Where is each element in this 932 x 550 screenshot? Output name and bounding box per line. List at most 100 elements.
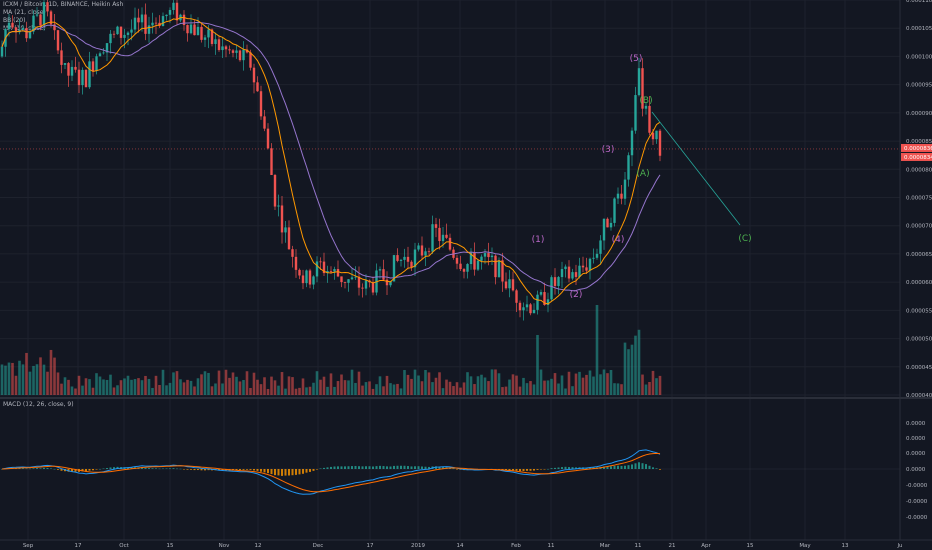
volume-bar — [245, 371, 249, 395]
macd-histogram-bar — [274, 469, 276, 476]
candle-body — [602, 218, 606, 241]
macd-histogram-bar — [50, 468, 52, 469]
volume-bar — [60, 383, 63, 395]
macd-histogram-bar — [270, 469, 273, 475]
volume-bar — [441, 388, 445, 395]
volume-bar — [529, 381, 532, 395]
volume-bar — [462, 382, 466, 395]
macd-histogram-bar — [333, 466, 336, 469]
indicator-ma21[interactable]: MA (21, close) — [3, 9, 46, 16]
candle-body — [249, 52, 252, 68]
macd-histogram-bar — [109, 467, 112, 469]
candlesticks — [0, 0, 662, 321]
macd-histogram-bar — [298, 469, 301, 475]
volume-bar — [357, 371, 361, 395]
candle-body — [326, 270, 329, 274]
volume-bar — [0, 364, 4, 395]
macd-histogram-bar — [456, 469, 458, 470]
volume-bar — [294, 388, 298, 395]
macd-histogram-bar — [512, 469, 514, 471]
candle-body — [581, 265, 585, 268]
macd-histogram-bar — [529, 469, 532, 471]
candle-body — [550, 277, 553, 300]
volume-bar — [137, 378, 140, 395]
ma21-line — [1, 21, 661, 292]
last-price-box — [901, 143, 932, 152]
volume-bar — [378, 376, 382, 395]
candle-body — [165, 14, 168, 17]
macd-histogram-bar — [221, 469, 224, 471]
macd-histogram-bar — [515, 469, 518, 471]
volume-bar — [249, 387, 252, 395]
macd-histogram-bar — [330, 466, 332, 469]
candle-body — [658, 130, 662, 156]
volume-bar — [18, 360, 21, 395]
macd-indicator — [0, 449, 900, 495]
time-tick: 21 — [669, 543, 676, 549]
macd-histogram-bar — [382, 466, 385, 469]
candle-body — [189, 24, 193, 34]
macd-legend[interactable]: MACD (12, 26, close, 9) — [3, 401, 74, 408]
time-tick: 15 — [167, 543, 174, 549]
volume-bar — [175, 371, 179, 395]
symbol-title[interactable]: ICXM / Bitcoin, 1D, BINANCE, Heikin Ashi — [3, 1, 125, 8]
macd-histogram-bar — [659, 469, 661, 470]
time-tick: 11 — [635, 543, 642, 549]
volume-bar — [56, 372, 60, 395]
macd-histogram-bar — [393, 465, 395, 469]
volume-bar — [392, 384, 396, 395]
candle-body — [588, 258, 592, 271]
candle-body — [361, 287, 364, 289]
candle-body — [235, 50, 238, 53]
volume-bar — [343, 380, 347, 395]
volume-bar — [578, 371, 581, 395]
candle-body — [459, 263, 462, 270]
macd-histogram-bar — [340, 466, 343, 469]
volume-bar — [567, 371, 571, 395]
macd-tick: -0.0000 — [906, 515, 928, 521]
volume-bar — [539, 369, 543, 395]
macd-histogram-bar — [414, 466, 416, 469]
macd-histogram-bar — [155, 468, 157, 469]
volume-bar — [504, 386, 508, 395]
candle-body — [525, 304, 529, 308]
macd-histogram-bar — [606, 466, 609, 469]
candle-body — [42, 2, 46, 26]
macd-histogram-bar — [81, 469, 84, 472]
macd-tick: -0.0000 — [906, 483, 928, 489]
wave-label-w3: (3) — [602, 145, 615, 155]
macd-histogram-bar — [316, 469, 318, 470]
volume-bar — [620, 384, 623, 395]
candle-body — [14, 27, 18, 33]
macd-histogram-bar — [417, 466, 420, 469]
candle-body — [497, 260, 501, 278]
candle-body — [273, 175, 277, 207]
candle-body — [623, 179, 627, 199]
macd-histogram-bar — [253, 469, 255, 471]
elliott-wave-labels: (1) (2) (3) (4) (5) (A) (B) (C) — [532, 54, 752, 300]
macd-histogram-bar — [190, 469, 192, 470]
volume-bar — [406, 374, 410, 395]
macd-histogram-bar — [365, 466, 367, 469]
macd-histogram-bar — [407, 466, 409, 469]
candle-body — [515, 290, 518, 303]
volume-bars — [0, 305, 662, 395]
volume-bar — [179, 379, 182, 395]
macd-histogram-bar — [53, 468, 56, 470]
macd-histogram-bar — [438, 466, 441, 469]
candle-body — [329, 270, 333, 272]
volume-bar — [641, 374, 644, 395]
indicator-bb[interactable]: BB (20) — [3, 17, 26, 24]
volume-bar — [11, 362, 14, 395]
volume-bar — [123, 378, 126, 395]
candle-body — [221, 46, 224, 51]
macd-histogram-bar — [323, 467, 325, 469]
volume-bar — [522, 377, 525, 395]
volume-bar — [413, 369, 417, 395]
candle-body — [228, 49, 231, 51]
macd-tick: 0.0000 — [906, 436, 926, 442]
volume-bar — [4, 365, 7, 395]
macd-histogram-bar — [620, 465, 623, 469]
